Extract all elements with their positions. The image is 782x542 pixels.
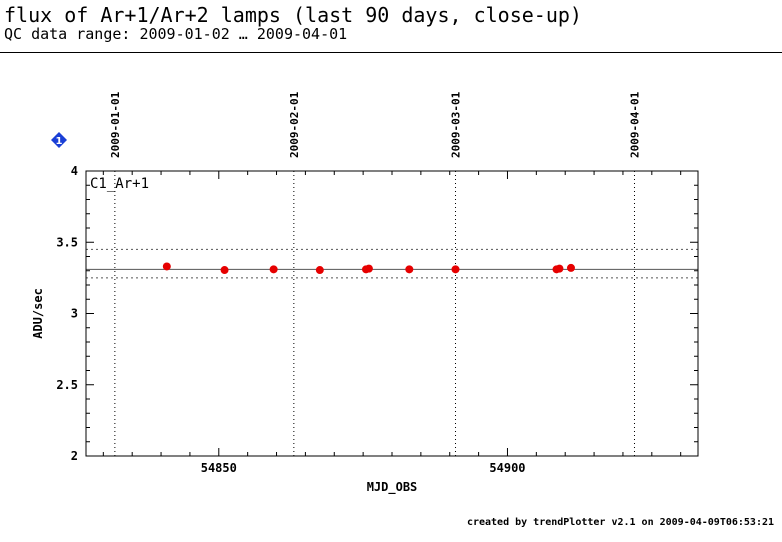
- y-axis-label: ADU/sec: [31, 288, 45, 339]
- header-divider: [0, 52, 782, 53]
- axes: [85, 170, 699, 457]
- data-points: [162, 262, 575, 275]
- data-point: [451, 265, 460, 274]
- page-subtitle: QC data range: 2009-01-02 … 2009-04-01: [4, 25, 348, 43]
- x-tick-label: 54850: [201, 461, 237, 475]
- axis-labels: 54850 54900 2 2.5 3 3.5 4 MJD_OBS ADU/sec C1_Ar+1: [31, 164, 526, 495]
- data-point: [405, 265, 414, 274]
- plot-frame: [85, 170, 699, 457]
- footer-credit: created by trendPlotter v2.1 on 2009-04-…: [466, 517, 774, 528]
- x-axis-label: MJD_OBS: [367, 480, 418, 495]
- data-point: [315, 266, 324, 275]
- y-tick-label: 3: [71, 307, 78, 321]
- data-point: [269, 265, 278, 274]
- panel-label: C1_Ar+1: [90, 176, 149, 192]
- marker-diamond-icon: [51, 132, 67, 148]
- y-tick-label: 2.5: [56, 378, 78, 392]
- date-marker-label: 2009-02-01: [288, 91, 301, 158]
- y-tick-label: 4: [71, 164, 78, 178]
- page-title: flux of Ar+1/Ar+2 lamps (last 90 days, c…: [4, 3, 582, 27]
- data-point: [566, 263, 575, 272]
- flag-marker: 1: [51, 132, 67, 148]
- date-marker-label: 2009-01-01: [109, 91, 122, 158]
- marker-label: 1: [56, 136, 63, 147]
- date-marker-label: 2009-04-01: [628, 91, 641, 158]
- data-point: [364, 264, 373, 273]
- data-point: [555, 264, 564, 273]
- date-marker-label: 2009-03-01: [450, 91, 463, 158]
- y-tick-label: 2: [71, 449, 78, 463]
- reference-lines: [86, 248, 698, 279]
- data-point: [162, 262, 171, 271]
- header: flux of Ar+1/Ar+2 lamps (last 90 days, c…: [4, 4, 582, 43]
- data-point: [220, 266, 229, 275]
- date-markers: 2009-01-01 2009-02-01 2009-03-01 2009-04-01: [109, 91, 641, 456]
- x-tick-label: 54900: [489, 461, 525, 475]
- y-tick-label: 3.5: [56, 235, 78, 249]
